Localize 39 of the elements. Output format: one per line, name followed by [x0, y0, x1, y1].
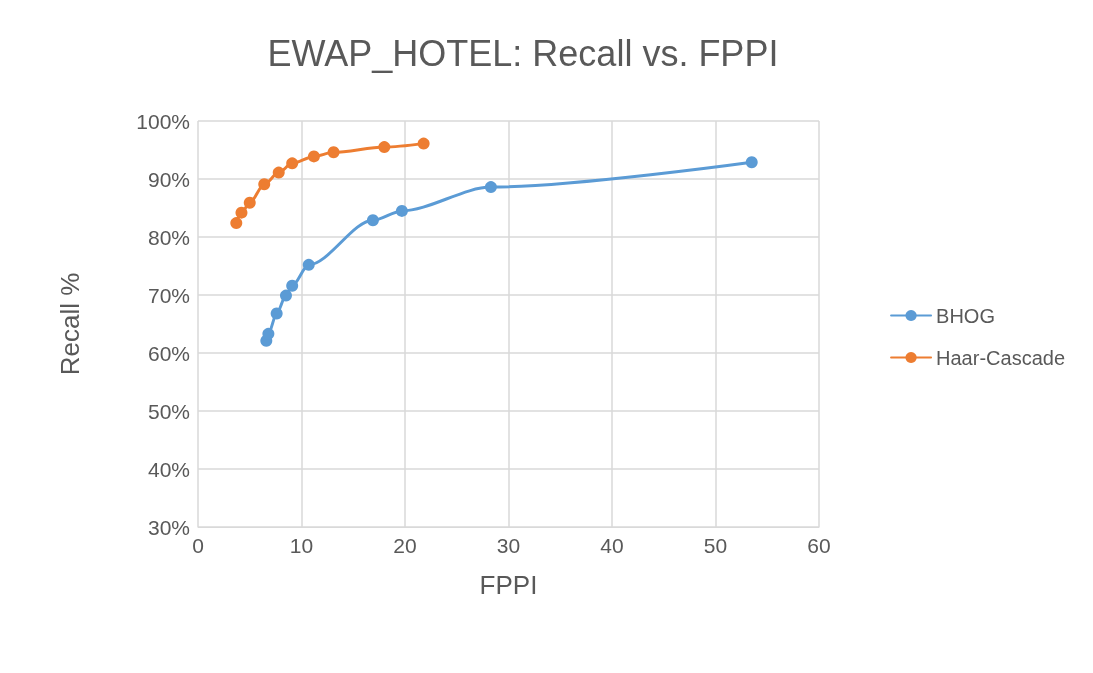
point: [484, 181, 497, 194]
legend-label: BHOG: [936, 304, 995, 327]
x-tick-label: 0: [192, 534, 204, 557]
x-tick-label: 10: [289, 534, 314, 557]
x-axis-title: FPPI: [479, 570, 538, 600]
y-tick-label: 60%: [147, 341, 190, 365]
point: [279, 289, 292, 302]
point: [272, 166, 285, 179]
y-tick-label: 90%: [147, 167, 190, 191]
point: [417, 137, 430, 150]
point: [230, 217, 243, 230]
point: [395, 204, 408, 217]
point: [262, 327, 275, 340]
point: [378, 141, 391, 154]
x-tick-label: 40: [600, 534, 624, 557]
y-tick-label: 30%: [147, 515, 190, 539]
y-tick-label: 70%: [147, 283, 190, 307]
x-tick-label: 50: [703, 534, 728, 557]
x-tick-label: 60: [807, 534, 831, 557]
point: [286, 279, 299, 292]
point: [307, 150, 320, 163]
x-tick-label: 20: [393, 534, 417, 557]
point: [327, 146, 340, 159]
point: [366, 214, 379, 227]
x-tick-label: 30: [496, 534, 521, 557]
point: [302, 258, 315, 271]
y-tick-label: 40%: [147, 457, 190, 481]
point: [745, 156, 758, 169]
y-axis-title: Recall %: [55, 272, 85, 376]
point: [258, 178, 271, 191]
legend-label: Haar-Cascade: [936, 346, 1066, 369]
y-tick-label: 80%: [147, 225, 190, 249]
chart-title: EWAP_HOTEL: Recall vs. FPPI: [267, 32, 779, 74]
point: [270, 307, 283, 320]
point: [243, 196, 256, 209]
y-tick-label: 50%: [147, 399, 190, 423]
y-tick-label: 100%: [136, 109, 190, 133]
point: [286, 157, 299, 170]
point: [235, 206, 248, 219]
